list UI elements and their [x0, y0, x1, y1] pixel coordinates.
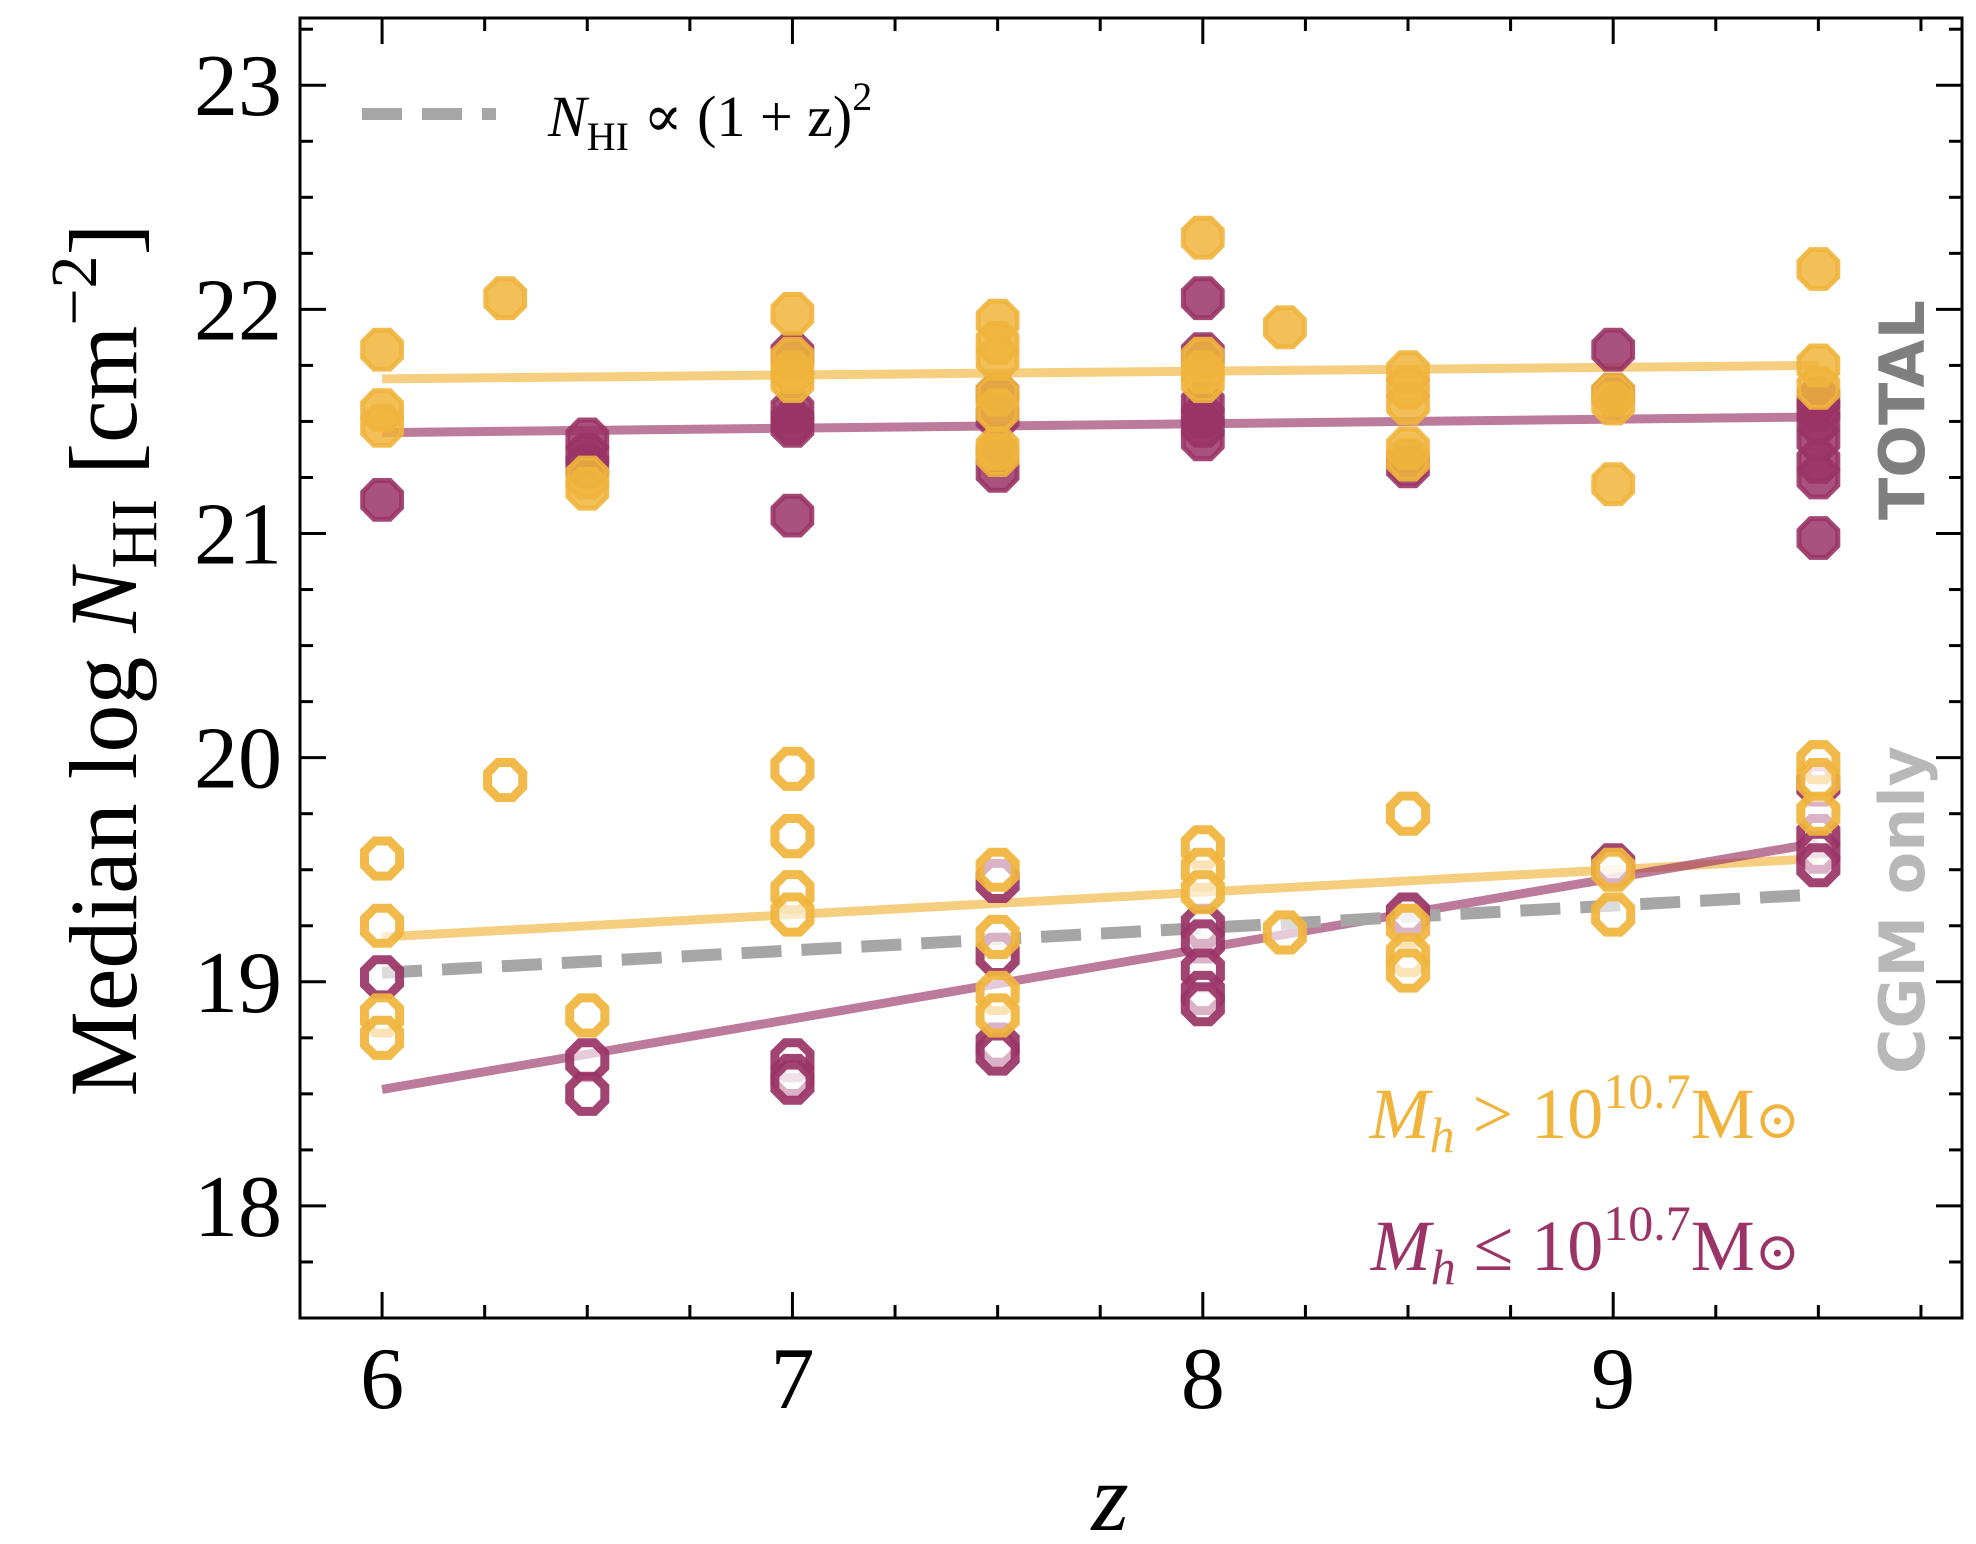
legend-low-mass-sub: h [1431, 1239, 1456, 1295]
low-mass-fit-cgm-line [381, 838, 1820, 1094]
high-mass-cgm-point [483, 758, 528, 803]
x-axis-label: z [1089, 1444, 1128, 1544]
x-tick-label: 9 [1591, 1331, 1635, 1428]
low-mass-cgm-point [360, 955, 405, 1000]
x-tick-label: 7 [770, 1331, 814, 1428]
high-mass-total-point [975, 388, 1020, 433]
high-mass-cgm-point [770, 814, 815, 859]
low-mass-total-point [360, 478, 404, 522]
legend-reference-rest: ∝ (1 + z) [629, 84, 852, 149]
high-mass-cgm-point [1796, 791, 1841, 836]
legend-low-mass-sun: ⊙ [1755, 1222, 1800, 1282]
y-axis-label: Median log NHI [cm−2] [38, 223, 171, 1096]
y-axis-label-var: N [50, 564, 157, 634]
x-tick-label: 8 [1181, 1331, 1225, 1428]
low-mass-total-point [1591, 327, 1636, 372]
low-mass-cgm-point [1180, 982, 1225, 1027]
data-points [360, 215, 1841, 1116]
low-mass-total-point [1180, 276, 1225, 321]
high-mass-cgm-point [770, 746, 815, 791]
high-mass-cgm-point [975, 847, 1020, 892]
high-mass-cgm-point [770, 892, 815, 937]
legend-reference-label: NHI ∝ (1 + z)2 [547, 74, 872, 159]
axes: 6 7 8 9 18 19 20 21 22 23 [194, 16, 1964, 1428]
y-axis-label-sub: HI [98, 499, 171, 569]
high-mass-total-point [770, 292, 815, 336]
plot-frame [298, 16, 1964, 1320]
high-mass-cgm-point [975, 993, 1020, 1038]
high-mass-fit-cgm-line [381, 854, 1819, 942]
high-mass-total-point [770, 359, 815, 403]
y-tick-label: 22 [194, 262, 282, 359]
high-mass-total-point [1591, 462, 1636, 507]
y-tick-label: 19 [194, 935, 282, 1032]
high-mass-total-point [1796, 247, 1841, 291]
high-mass-cgm-point [1262, 910, 1307, 955]
label-total: TOTAL [1866, 300, 1939, 520]
high-mass-cgm-point [1180, 870, 1225, 915]
low-mass-total-point [770, 493, 815, 538]
low-mass-total-point [1796, 455, 1841, 500]
legend-high-mass-sun: ⊙ [1755, 1090, 1800, 1150]
high-mass-cgm-point [1591, 847, 1636, 892]
high-mass-cgm-point [1385, 791, 1431, 836]
legend-low-mass: Mh ≤ 1010.7M⊙ [1370, 1195, 1800, 1295]
y-axis-label-exp: −2 [38, 255, 111, 325]
legend-low-mass-var: M [1370, 1206, 1435, 1286]
legend-high-mass-sub: h [1430, 1107, 1455, 1163]
high-mass-total-point [975, 336, 1020, 381]
y-tick-label: 23 [194, 38, 282, 135]
high-mass-total-point [1591, 381, 1636, 426]
low-mass-cgm-point [975, 1031, 1020, 1076]
legend-high-mass-unit: M [1691, 1074, 1755, 1154]
x-tick-label: 6 [360, 1331, 404, 1428]
high-mass-total-point [483, 276, 528, 321]
fit-lines [381, 360, 1820, 1094]
high-mass-total-point [1386, 437, 1430, 482]
high-mass-cgm-point [360, 903, 405, 948]
legend-high-mass-op: > 10 [1455, 1074, 1604, 1154]
high-mass-cgm-point [360, 836, 405, 881]
low-mass-cgm-point [565, 1071, 610, 1116]
high-mass-total-point [1263, 305, 1307, 350]
legend-low-mass-exp: 10.7 [1603, 1195, 1691, 1251]
legend-high-mass: Mh > 1010.7M⊙ [1369, 1063, 1800, 1163]
y-axis-label-unit: [cm [50, 326, 157, 499]
y-tick-label: 18 [194, 1159, 282, 1256]
legend-low-mass-unit: M [1691, 1206, 1755, 1286]
low-mass-cgm-point [1796, 843, 1841, 888]
high-mass-total-point [1180, 215, 1225, 260]
low-mass-fit-total-line [382, 412, 1819, 438]
high-mass-cgm-point [1385, 948, 1431, 993]
high-mass-fit-total-line [382, 360, 1819, 384]
low-mass-cgm-point [770, 1060, 815, 1105]
high-mass-total-point [360, 327, 404, 372]
high-mass-total-point [975, 433, 1020, 477]
low-mass-total-point [1180, 417, 1225, 462]
y-axis-label-close: ] [50, 223, 157, 255]
high-mass-cgm-point [975, 914, 1020, 959]
high-mass-total-point [1796, 365, 1841, 410]
legend-reference-sub: HI [587, 114, 629, 159]
high-mass-total-point [1180, 359, 1225, 403]
y-tick-label: 21 [194, 487, 282, 584]
legend-high-mass-var: M [1369, 1074, 1434, 1154]
high-mass-cgm-point [360, 1015, 405, 1060]
low-mass-total-point [1796, 516, 1841, 560]
high-mass-cgm-point [565, 993, 610, 1038]
legend-reference-exp: 2 [852, 74, 872, 119]
legend-reference-var: N [547, 84, 590, 149]
high-mass-total-point [360, 404, 404, 448]
low-mass-total-point [770, 404, 815, 448]
y-tick-label: 20 [194, 711, 282, 808]
y-axis-label-main: Median log [50, 633, 157, 1097]
label-cgm-only: CGM only [1866, 746, 1939, 1074]
high-mass-total-point [565, 466, 610, 511]
legend-high-mass-exp: 10.7 [1603, 1063, 1691, 1119]
high-mass-cgm-point [1591, 892, 1636, 937]
legend-low-mass-op: ≤ 10 [1456, 1206, 1604, 1286]
high-mass-total-point [1386, 381, 1430, 426]
legend-reference: NHI ∝ (1 + z)2 [362, 74, 872, 159]
